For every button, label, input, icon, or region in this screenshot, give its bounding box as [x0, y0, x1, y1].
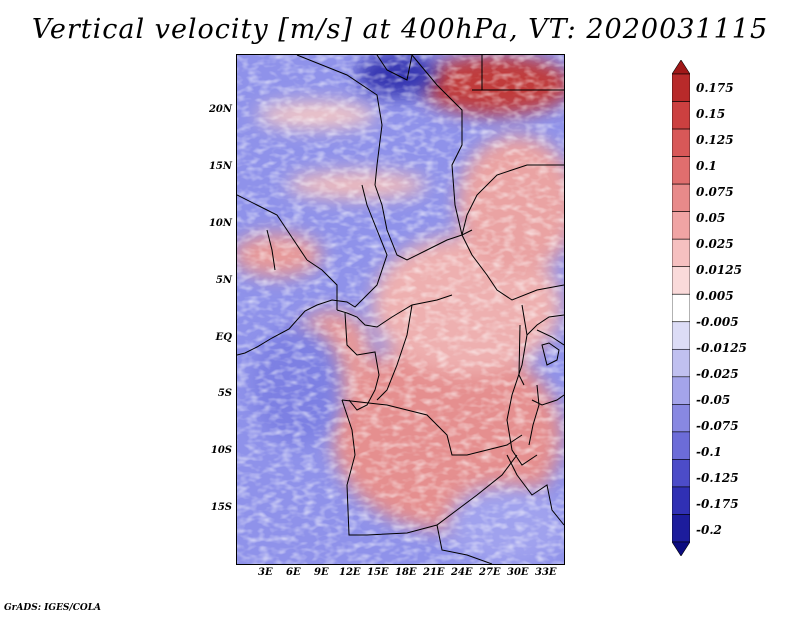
plot-title: Vertical velocity [m/s] at 400hPa, VT: 2…: [31, 14, 769, 45]
colorbar-swatch: [672, 431, 690, 460]
colorbar-label: -0.175: [696, 497, 739, 511]
colorbar-swatch: [672, 101, 690, 130]
colorbar-swatch: [672, 238, 690, 268]
colorbar-label: -0.05: [696, 393, 731, 407]
colorbar-label: -0.075: [696, 419, 739, 433]
lon-label-24e: 24E: [451, 567, 473, 578]
colorbar: [672, 60, 690, 556]
colorbar-swatch: [672, 156, 690, 185]
lat-label-15n: 15N: [208, 161, 232, 172]
velocity-field: [237, 55, 564, 564]
lat-label-10s: 10S: [210, 445, 232, 456]
colorbar-swatch: [672, 211, 690, 240]
country-borders: [237, 55, 564, 564]
colorbar-label: -0.025: [696, 367, 739, 381]
colorbar-swatch: [672, 321, 690, 350]
colorbar-swatch: [672, 376, 690, 405]
colorbar-swatch: [672, 266, 690, 295]
colorbar-swatch: [672, 404, 690, 433]
colorbar-swatch: [672, 60, 690, 75]
colorbar-swatch: [672, 486, 690, 515]
colorbar-label: 0.025: [696, 237, 734, 251]
lat-label-eq: EQ: [215, 332, 232, 343]
lon-label-9e: 9E: [314, 567, 329, 578]
lon-label-18e: 18E: [395, 567, 417, 578]
colorbar-swatch: [672, 459, 690, 488]
lon-label-30e: 30E: [507, 567, 529, 578]
colorbar-swatch: [672, 541, 690, 556]
lat-label-20n: 20N: [208, 104, 232, 115]
colorbar-label: 0.175: [696, 81, 734, 95]
footer-credit: GrADS: IGES/COLA: [4, 603, 102, 613]
lon-label-3e: 3E: [258, 567, 273, 578]
colorbar-label: 0.0125: [696, 263, 742, 277]
colorbar-swatch: [672, 293, 690, 323]
colorbar-label: -0.1: [696, 445, 722, 459]
lon-label-12e: 12E: [339, 567, 361, 578]
lat-label-5s: 5S: [217, 388, 232, 399]
lon-label-6e: 6E: [286, 567, 301, 578]
colorbar-label: 0.05: [696, 211, 726, 225]
colorbar-label: -0.2: [696, 523, 722, 537]
colorbar-label: 0.005: [696, 289, 734, 303]
lon-label-27e: 27E: [479, 567, 501, 578]
map-panel: [236, 54, 565, 565]
colorbar-swatch: [672, 183, 690, 212]
colorbar-label: 0.075: [696, 185, 734, 199]
colorbar-label: 0.15: [696, 107, 726, 121]
colorbar-label: -0.005: [696, 315, 739, 329]
lat-label-10n: 10N: [208, 218, 232, 229]
colorbar-label: 0.1: [696, 159, 717, 173]
colorbar-label: -0.125: [696, 471, 739, 485]
noise-texture: [237, 55, 564, 564]
lon-label-15e: 15E: [367, 567, 389, 578]
colorbar-label: 0.125: [696, 133, 734, 147]
lat-label-15s: 15S: [210, 502, 232, 513]
colorbar-swatch: [672, 128, 690, 157]
colorbar-swatch: [672, 514, 690, 543]
colorbar-label: -0.0125: [696, 341, 747, 355]
lat-label-5n: 5N: [215, 275, 232, 286]
colorbar-swatch: [672, 73, 690, 102]
colorbar-swatch: [672, 348, 690, 378]
lon-label-33e: 33E: [535, 567, 557, 578]
lon-label-21e: 21E: [423, 567, 445, 578]
